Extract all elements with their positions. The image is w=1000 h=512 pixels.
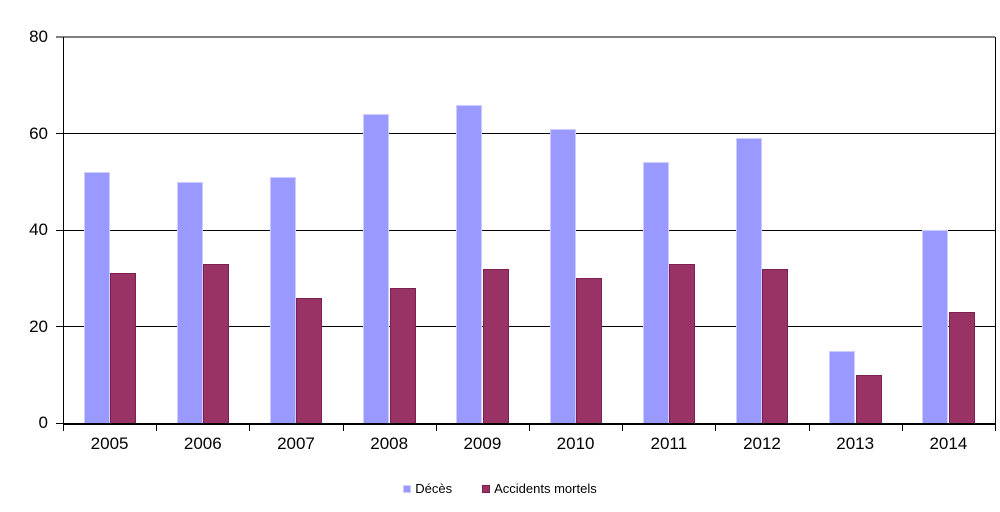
bar-accidents-mortels-2013 [855,374,882,423]
x-axis-tick [995,423,996,431]
legend-item-deces: Décès [403,481,452,496]
x-axis-tick [435,423,437,431]
y-axis-label-20: 20 [29,316,48,336]
bar-accidents-mortels-2014 [948,312,975,423]
x-axis-tick [63,423,64,431]
legend-label-accidents-mortels: Accidents mortels [494,481,597,496]
y-axis-line [63,37,64,423]
y-axis-tick-40 [56,229,63,231]
bar-deces-2014 [922,230,949,423]
bar-deces-2006 [176,181,203,423]
gridline-60 [63,133,995,134]
y-axis-tick-0 [56,422,63,424]
x-axis-label-2011: 2011 [650,434,688,453]
bar-accidents-mortels-2009 [482,268,509,423]
bar-accidents-mortels-2011 [669,263,696,423]
x-axis-tick [715,423,717,431]
bar-deces-2011 [642,162,669,423]
x-axis-label-2006: 2006 [183,434,222,453]
bar-deces-2012 [735,138,762,423]
plot-right-border [995,37,996,423]
x-axis-tick [156,423,158,431]
gridline-20 [63,326,995,327]
x-axis-label-2013: 2013 [836,434,875,453]
x-axis-label-2009: 2009 [463,434,502,453]
x-axis-label-2005: 2005 [90,434,129,453]
bar-accidents-mortels-2008 [389,287,416,423]
bar-deces-2005 [83,172,110,423]
x-axis-tick [808,423,810,431]
x-axis-tick [529,423,530,431]
bar-accidents-mortels-2007 [296,297,323,423]
bar-accidents-mortels-2010 [576,278,602,423]
bar-accidents-mortels-2012 [762,268,789,423]
legend-item-accidents-mortels: Accidents mortels [482,481,597,496]
y-axis-tick-60 [56,133,63,134]
x-axis-label-2007: 2007 [277,434,315,453]
y-axis-label-60: 60 [29,123,48,143]
bar-deces-2007 [269,176,296,423]
x-axis-label-2010: 2010 [556,434,595,453]
y-axis-label-80: 80 [29,27,48,46]
bar-deces-2010 [549,128,576,423]
legend: Décès Accidents mortels [0,481,1000,496]
legend-label-deces: Décès [415,481,453,496]
x-axis-tick [342,423,344,431]
x-axis-label-2008: 2008 [370,434,409,453]
plot-top-border [56,36,995,38]
y-axis-tick-20 [56,326,63,327]
y-axis-label-0: 0 [38,413,48,432]
x-axis-label-2014: 2014 [929,434,968,453]
bar-deces-2008 [363,114,390,423]
x-axis-tick [622,423,624,431]
bar-deces-2013 [829,350,856,423]
bar-accidents-mortels-2005 [110,273,136,423]
x-axis-tick [901,423,903,431]
x-axis-label-2012: 2012 [743,434,781,453]
y-axis-label-40: 40 [29,220,48,239]
legend-swatch-accidents-mortels [482,484,491,493]
x-axis-tick [249,423,251,431]
bar-deces-2009 [456,104,483,423]
gridline-40 [63,229,995,231]
bar-accidents-mortels-2006 [203,263,230,423]
legend-swatch-deces [403,484,412,493]
